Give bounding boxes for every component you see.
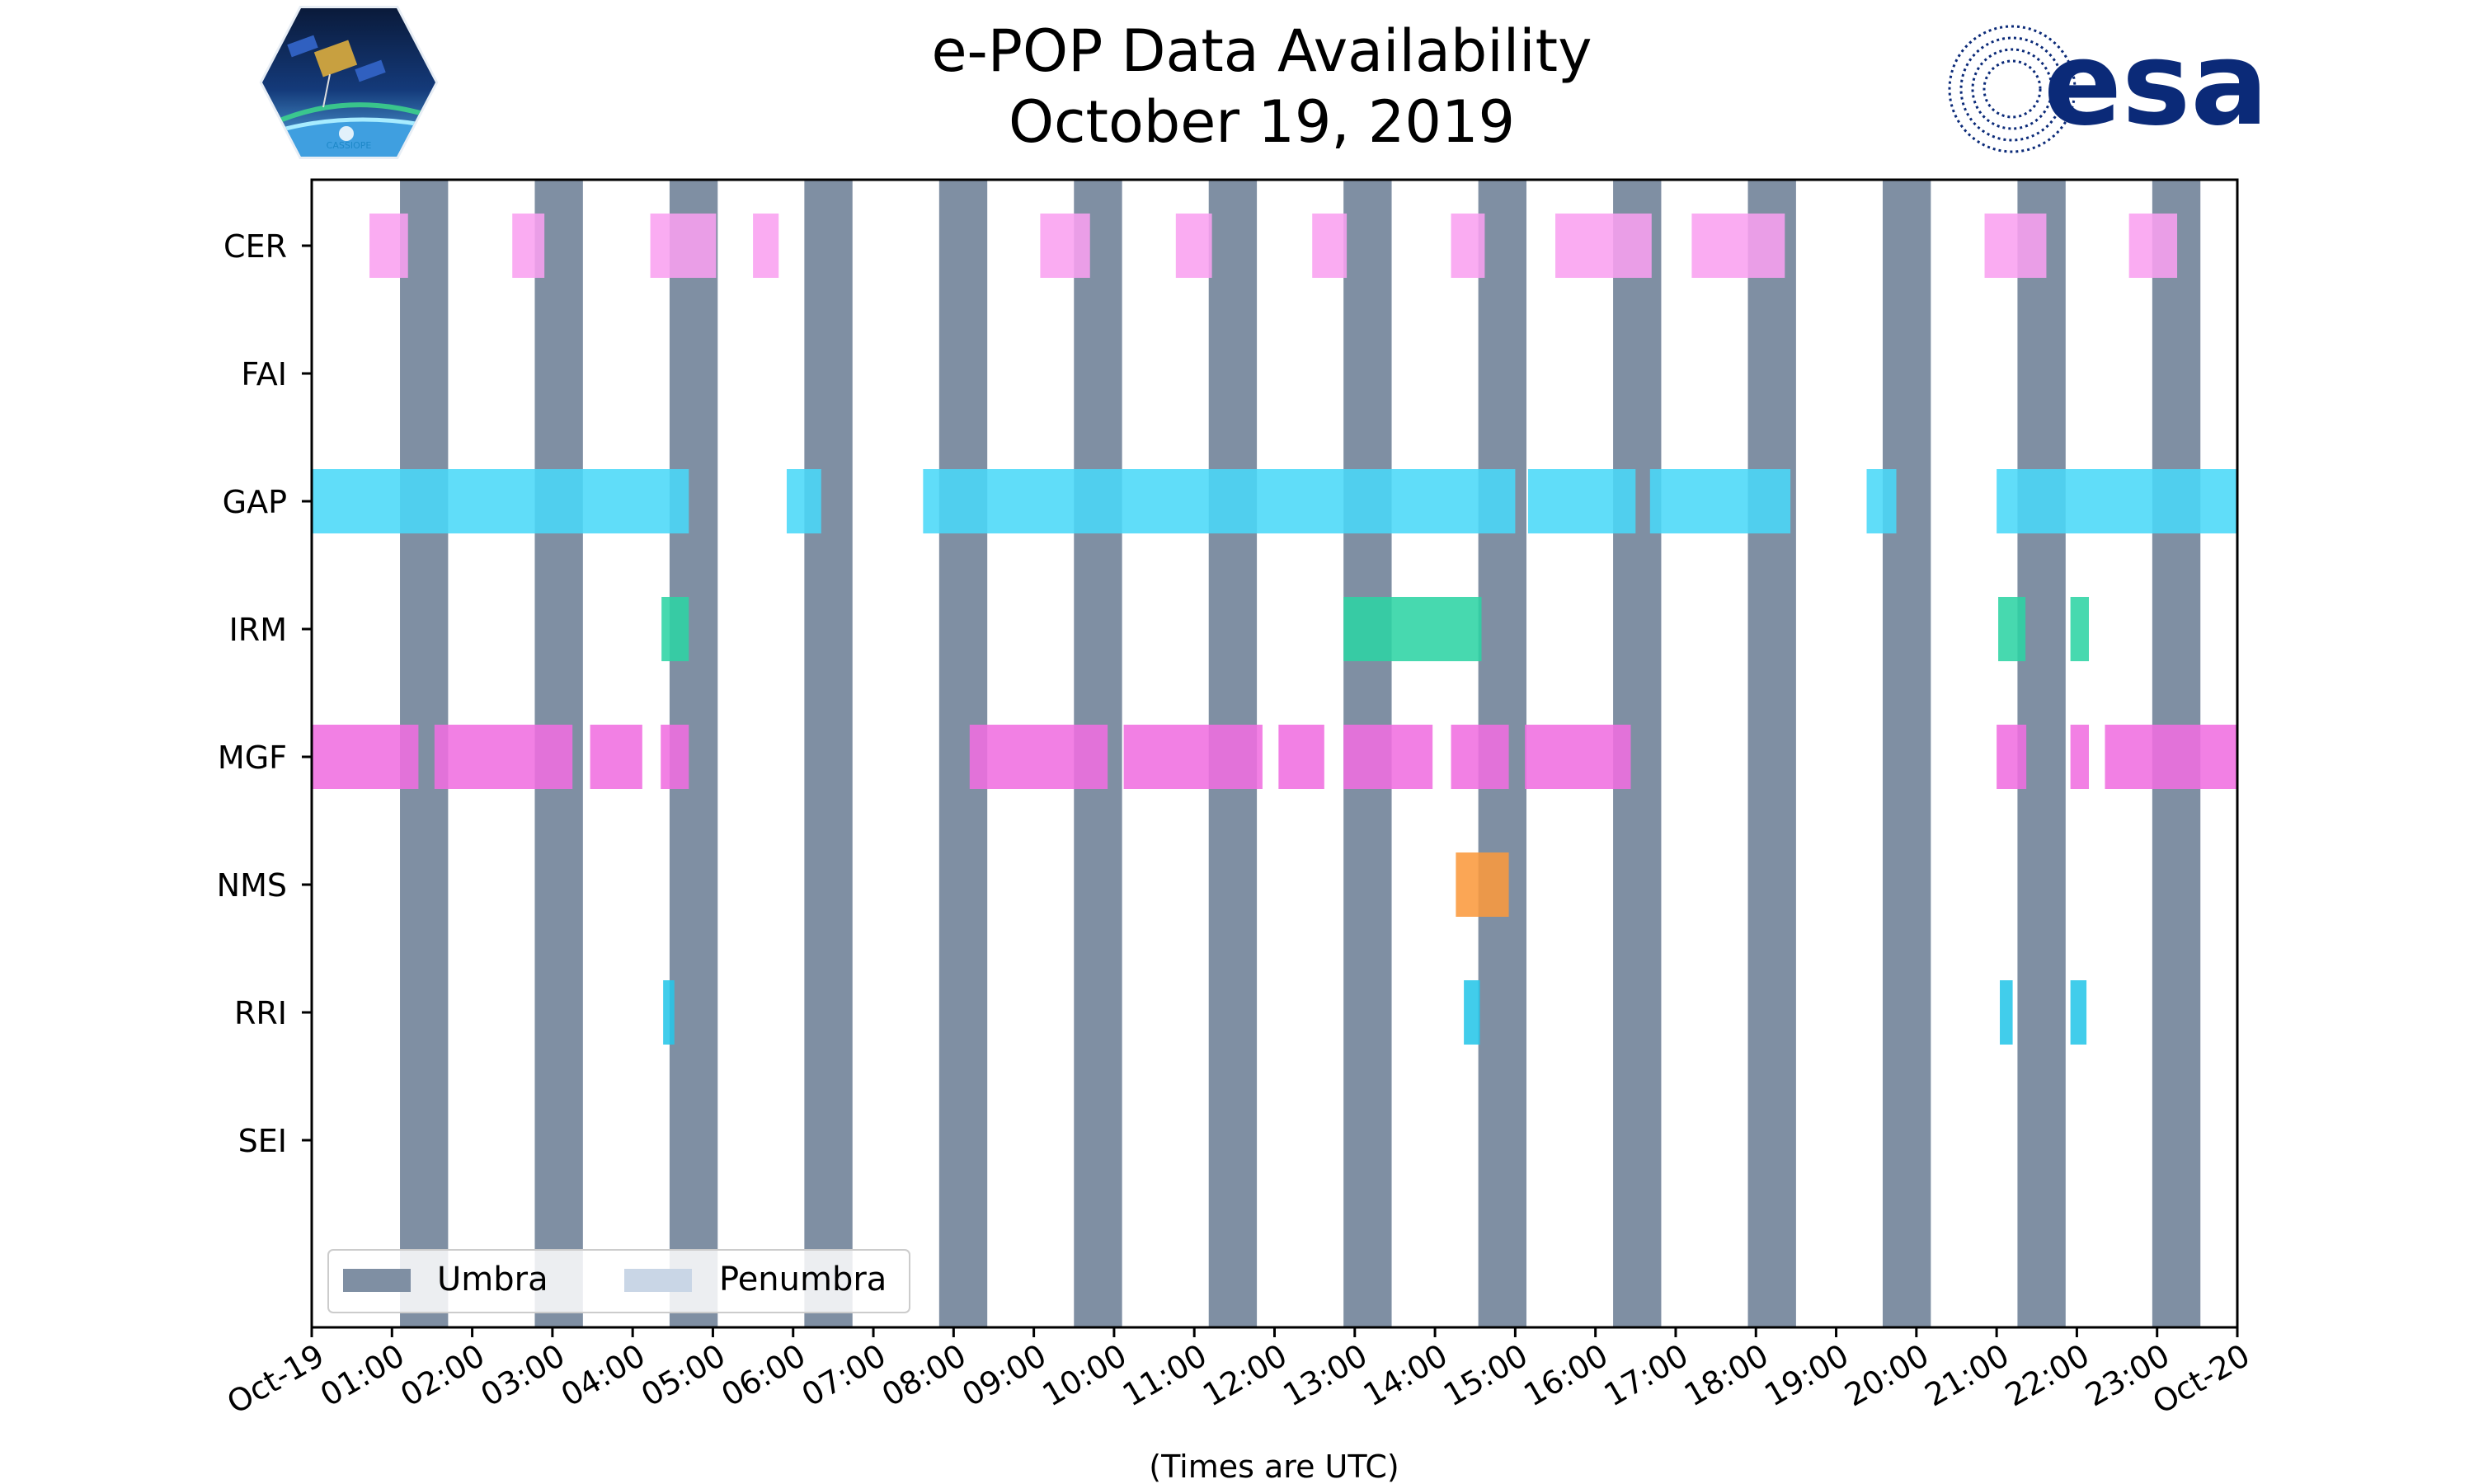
- x-tick-label-17: 17:00: [1598, 1337, 1695, 1414]
- legend-swatch-umbra: [343, 1269, 411, 1292]
- bar-cer-6: [1312, 214, 1348, 278]
- bar-gap-6: [1997, 469, 2237, 533]
- x-tick-label-11: 11:00: [1117, 1337, 1213, 1414]
- x-tick-label-22: 22:00: [1999, 1337, 2095, 1414]
- bar-mgf-0: [312, 725, 419, 789]
- bar-gap-0: [312, 469, 689, 533]
- bar-cer-1: [512, 214, 545, 278]
- bar-mgf-7: [1343, 725, 1433, 789]
- x-tick-label-6: 06:00: [715, 1337, 811, 1414]
- x-axis-label: (Times are UTC): [1149, 1449, 1399, 1484]
- y-tick-label-nms: NMS: [217, 867, 287, 904]
- bar-rri-1: [1464, 980, 1480, 1045]
- esa-logo: esa: [1948, 17, 2269, 153]
- esa-logo-text: esa: [2044, 17, 2269, 152]
- umbra-band-11: [1882, 180, 1931, 1327]
- x-tick-label-8: 08:00: [876, 1337, 972, 1414]
- x-tick-label-3: 03:00: [475, 1337, 571, 1414]
- y-tick-label-gap: GAP: [223, 484, 287, 520]
- x-tick-label-0: Oct-19: [221, 1337, 331, 1421]
- umbra-band-3: [804, 180, 853, 1327]
- x-tick-label-12: 12:00: [1197, 1337, 1293, 1414]
- bar-gap-1: [786, 469, 821, 533]
- legend-label-umbra: Umbra: [437, 1261, 548, 1298]
- bar-gap-3: [1527, 469, 1636, 533]
- x-tick-label-14: 14:00: [1357, 1337, 1454, 1414]
- cassiope-logo-text: CASSIOPE: [327, 140, 372, 151]
- bar-cer-11: [2128, 214, 2178, 278]
- legend-swatch-penumbra: [624, 1269, 692, 1292]
- bar-irm-1: [1343, 597, 1482, 661]
- esa-swirl-icon: [1948, 25, 2077, 153]
- x-tick-label-19: 19:00: [1758, 1337, 1855, 1414]
- bar-gap-4: [1649, 469, 1791, 533]
- bar-rri-0: [663, 980, 675, 1045]
- cassiope-logo: CASSIOPE: [259, 6, 439, 159]
- bar-mgf-1: [434, 725, 573, 789]
- x-tick-label-21: 21:00: [1919, 1337, 2015, 1414]
- data-series: [312, 214, 2237, 1045]
- legend-box: [327, 1249, 910, 1313]
- x-tick-label-10: 10:00: [1037, 1337, 1133, 1414]
- bar-irm-3: [2070, 597, 2090, 661]
- bar-mgf-9: [1525, 725, 1631, 789]
- bar-cer-3: [753, 214, 779, 278]
- bar-cer-8: [1555, 214, 1652, 278]
- chart-subtitle: October 19, 2019: [1009, 88, 1515, 156]
- bar-mgf-11: [2070, 725, 2090, 789]
- x-tick-label-13: 13:00: [1277, 1337, 1373, 1414]
- bar-mgf-10: [1997, 725, 2027, 789]
- bar-gap-2: [923, 469, 1516, 533]
- y-axis: CER FAI GAP IRM MGF NMS RRI SEI: [217, 228, 312, 1159]
- bar-cer-7: [1451, 214, 1485, 278]
- y-tick-label-fai: FAI: [241, 356, 287, 392]
- bar-cer-10: [1984, 214, 2047, 278]
- legend: Umbra Penumbra: [327, 1249, 910, 1313]
- y-tick-label-cer: CER: [223, 228, 287, 265]
- bar-mgf-8: [1451, 725, 1509, 789]
- chart-title: e-POP Data Availability: [931, 17, 1592, 85]
- bar-mgf-6: [1278, 725, 1324, 789]
- x-tick-label-20: 20:00: [1838, 1337, 1935, 1414]
- bar-mgf-4: [969, 725, 1108, 789]
- bar-cer-0: [369, 214, 408, 278]
- bar-mgf-5: [1123, 725, 1263, 789]
- x-tick-label-15: 15:00: [1437, 1337, 1534, 1414]
- x-tick-label-7: 07:00: [796, 1337, 892, 1414]
- y-tick-label-sei: SEI: [238, 1123, 287, 1159]
- umbra-band-10: [1747, 180, 1796, 1327]
- bar-mgf-3: [661, 725, 689, 789]
- bar-rri-2: [2000, 980, 2013, 1045]
- x-tick-label-4: 04:00: [555, 1337, 651, 1414]
- bar-cer-5: [1175, 214, 1212, 278]
- y-tick-label-rri: RRI: [234, 995, 287, 1031]
- bar-rri-3: [2070, 980, 2087, 1045]
- x-tick-label-9: 09:00: [956, 1337, 1052, 1414]
- x-tick-label-2: 02:00: [394, 1337, 491, 1414]
- x-tick-label-1: 01:00: [314, 1337, 411, 1414]
- bar-mgf-2: [590, 725, 642, 789]
- x-axis: Oct-1901:0002:0003:0004:0005:0006:0007:0…: [221, 1327, 2256, 1421]
- x-tick-label-16: 16:00: [1517, 1337, 1614, 1414]
- bar-cer-2: [650, 214, 717, 278]
- bar-cer-4: [1040, 214, 1090, 278]
- bar-irm-0: [661, 597, 689, 661]
- y-tick-label-irm: IRM: [229, 612, 287, 648]
- legend-label-penumbra: Penumbra: [719, 1261, 887, 1298]
- bar-gap-5: [1866, 469, 1897, 533]
- bar-irm-2: [1998, 597, 2026, 661]
- x-tick-label-18: 18:00: [1678, 1337, 1775, 1414]
- bar-nms-0: [1456, 852, 1509, 917]
- x-tick-label-5: 05:00: [635, 1337, 731, 1414]
- bar-mgf-12: [2105, 725, 2237, 789]
- bar-cer-9: [1691, 214, 1785, 278]
- y-tick-label-mgf: MGF: [218, 740, 287, 776]
